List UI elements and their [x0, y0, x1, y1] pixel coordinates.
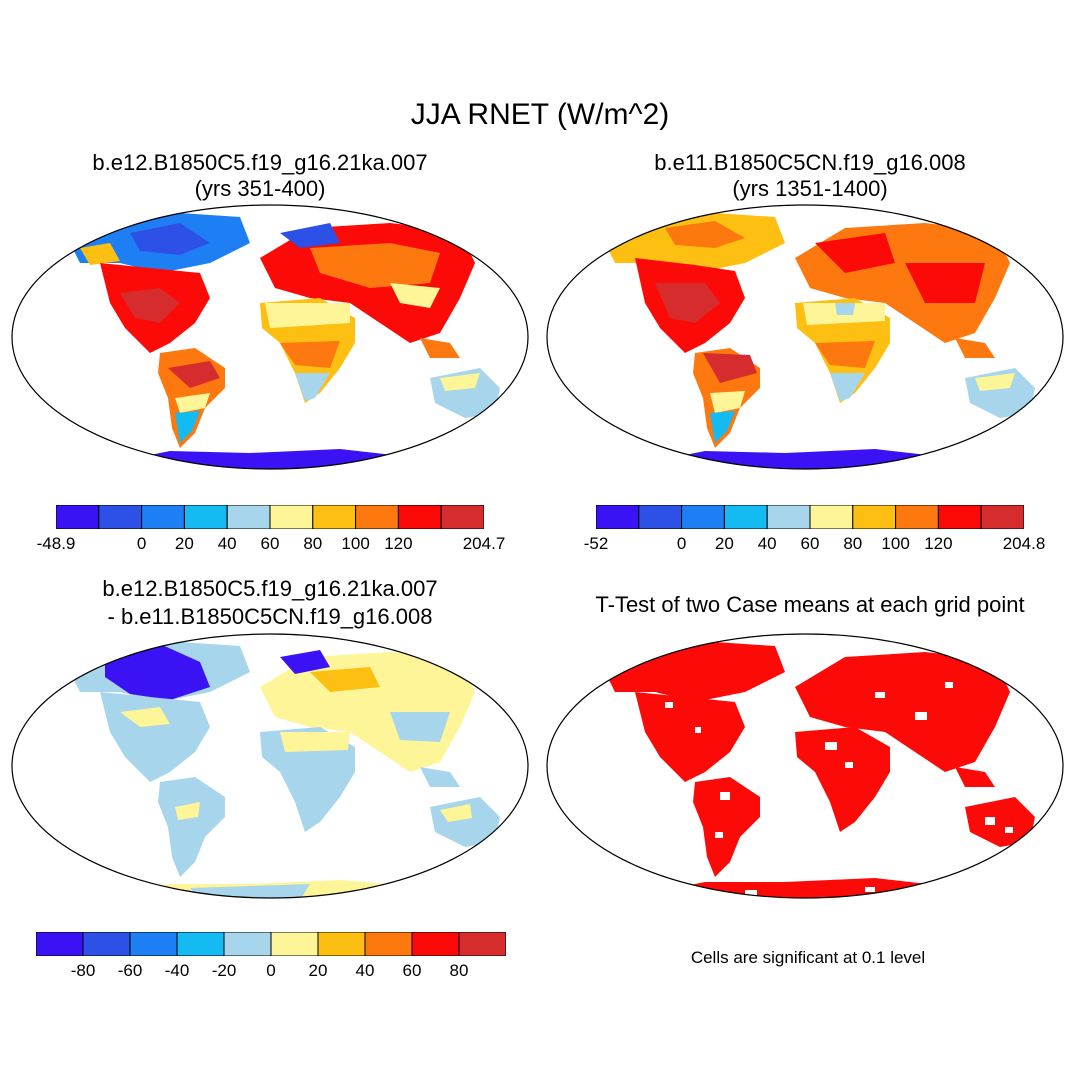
colorbar-tick-label: -60	[118, 962, 143, 979]
colorbar-tick-label: 120	[384, 535, 412, 552]
colorbar-swatch	[142, 505, 185, 529]
colorbar-tick-label: 120	[924, 535, 952, 552]
colorbar-swatch	[639, 505, 682, 529]
colorbar-swatch	[682, 505, 725, 529]
colorbar-swatch	[99, 505, 142, 529]
colorbar-swatch	[398, 505, 441, 529]
colorbar-swatch	[412, 932, 459, 956]
colorbar-tick-label: 40	[356, 962, 375, 979]
colorbar-swatch	[177, 932, 224, 956]
colorbar-tick-label: 100	[881, 535, 909, 552]
colorbar-swatch	[184, 505, 227, 529]
colorbar-tick-label: 0	[677, 535, 686, 552]
colorbar-swatch	[83, 932, 130, 956]
colorbar-swatch	[896, 505, 939, 529]
ttest-note: Cells are significant at 0.1 level	[560, 948, 1056, 968]
main-title: JJA RNET (W/m^2)	[0, 100, 1080, 130]
colorbar-tick-label: -48.9	[37, 535, 76, 552]
panel2-title-line1: b.e11.B1850C5CN.f19_g16.008	[590, 152, 1030, 174]
colorbar-tick-label: 80	[843, 535, 862, 552]
colorbar-swatch	[596, 505, 639, 529]
colorbar-swatch	[459, 932, 506, 956]
colorbar-swatch	[853, 505, 896, 529]
panel3-title-line1: b.e12.B1850C5.f19_g16.21ka.007	[40, 578, 500, 600]
colorbar-swatch	[810, 505, 853, 529]
colorbar-tick-label: 20	[715, 535, 734, 552]
colorbar-swatch	[318, 932, 365, 956]
colorbar-tick-label: 60	[403, 962, 422, 979]
panel2-title-line2: (yrs 1351-1400)	[590, 178, 1030, 200]
colorbar-swatch	[767, 505, 810, 529]
antarctica	[90, 449, 450, 475]
colorbar-case1	[56, 505, 484, 529]
colorbar-swatch	[270, 505, 313, 529]
colorbar-swatch	[981, 505, 1024, 529]
panel4-title: T-Test of two Case means at each grid po…	[560, 594, 1060, 616]
panel3-title-line2: - b.e11.B1850C5CN.f19_g16.008	[40, 606, 500, 628]
colorbar-case2	[596, 505, 1024, 529]
colorbar-tick-label: 60	[801, 535, 820, 552]
map-case2	[545, 203, 1065, 475]
colorbar-tick-label: 0	[266, 962, 275, 979]
colorbar-tick-label: 80	[450, 962, 469, 979]
colorbar-tick-label: 60	[261, 535, 280, 552]
colorbar-swatch	[224, 932, 271, 956]
colorbar-tick-label: 40	[758, 535, 777, 552]
colorbar-tick-label: -20	[212, 962, 237, 979]
colorbar-tick-label: 100	[341, 535, 369, 552]
colorbar-swatch	[441, 505, 484, 529]
antarctica	[625, 449, 985, 475]
colorbar-tick-label: 40	[218, 535, 237, 552]
colorbar-tick-label: -40	[165, 962, 190, 979]
map-difference	[10, 632, 530, 904]
colorbar-swatch	[227, 505, 270, 529]
colorbar-tick-label: 20	[175, 535, 194, 552]
colorbar-tick-label: 204.8	[1003, 535, 1046, 552]
colorbar-swatch	[271, 932, 318, 956]
colorbar-tick-label: 204.7	[463, 535, 506, 552]
colorbar-swatch	[356, 505, 399, 529]
colorbar-swatch	[56, 505, 99, 529]
colorbar-tick-label: -52	[584, 535, 609, 552]
colorbar-tick-label: 0	[137, 535, 146, 552]
colorbar-swatch	[36, 932, 83, 956]
map-ttest	[545, 632, 1065, 904]
colorbar-tick-label: 80	[303, 535, 322, 552]
colorbar-swatch	[130, 932, 177, 956]
colorbar-swatch	[724, 505, 767, 529]
panel1-title-line2: (yrs 351-400)	[40, 178, 480, 200]
colorbar-swatch	[313, 505, 356, 529]
colorbar-swatch	[938, 505, 981, 529]
colorbar-tick-label: -80	[71, 962, 96, 979]
map-case1	[10, 203, 530, 475]
colorbar-difference	[36, 932, 506, 956]
colorbar-tick-label: 20	[309, 962, 328, 979]
colorbar-swatch	[365, 932, 412, 956]
panel1-title-line1: b.e12.B1850C5.f19_g16.21ka.007	[40, 152, 480, 174]
